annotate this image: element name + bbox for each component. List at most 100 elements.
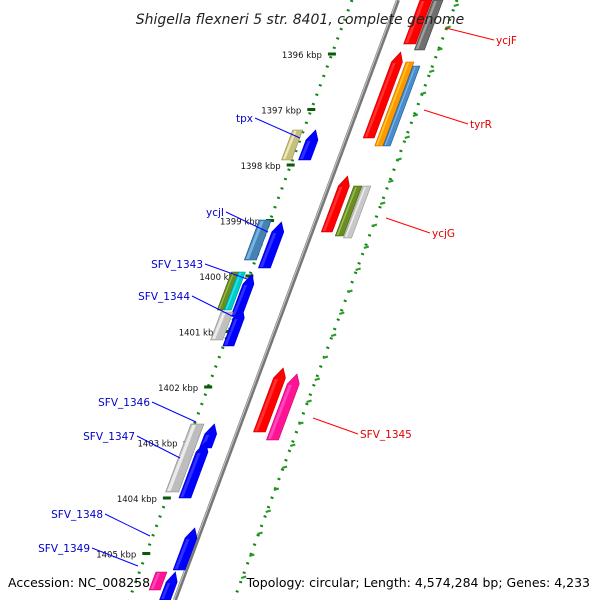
forward-label-leader [423,109,469,125]
gene-tyrR-shine [364,63,396,137]
gene-SFV_1345 [253,367,286,433]
forward-label-leader [312,417,359,435]
gene-SFV_1343-b [223,271,246,311]
gene-SFV_1343-b-shine [225,273,242,309]
gene-SFV_1349-pink-shine [150,573,161,589]
reverse-label-leader [204,263,251,281]
cog-dash [281,465,288,470]
reverse-label-leader [225,211,269,233]
kbp-tick-label: 1399 kbp [220,218,260,228]
cog-dash [330,333,337,338]
reverse-label-leader [104,513,151,537]
kbp-tick-label: 1403 kbp [137,440,177,450]
kbp-tick-label: 1404 kbp [117,495,157,505]
reverse-gene-label: tpx [236,113,253,125]
gene-orange-shine [376,63,409,145]
genome-backbone [173,0,400,600]
gene-SFV_1344-shine [212,313,226,339]
reverse-gene-label: SFV_1343 [151,259,203,271]
kbp-tick-label: 1402 kbp [158,384,198,394]
gene-SFV_1348 [172,527,198,571]
cog-dash [453,3,460,8]
gene-ycjI-shine [245,221,264,259]
cog-track [240,3,460,580]
gene-SFV_1344 [210,311,234,341]
gene-SFV_1344-rev-shine [224,319,238,345]
reverse-label-leader [254,117,301,139]
gene-SFV_1346-rev-shine [200,435,210,447]
cog-dash [257,531,263,536]
gene-orange [374,61,415,147]
outer-forward-dotted-track [232,0,459,600]
gene-SFV_1343-rev [230,273,255,317]
gene-ycjI-rev-shine [259,233,277,267]
gene-SFV_1349-pink [148,571,168,591]
kbp-tick-label: 1400 kbp [199,273,239,283]
gene-labels: ycjF tyrR ycjG SFV_1345 tpx ycjI SFV_1343 SFV_1… [38,27,517,567]
cog-dash [404,135,411,140]
gene-SFV_1346-shine [167,425,196,491]
cog-dash [371,223,378,228]
gene-steel [382,65,421,147]
gene-SFV_1349 [159,571,178,600]
gene-ycjG [320,175,350,233]
forward-gene-label: ycjG [432,228,455,240]
cog-dash [396,157,402,162]
reverse-gene-label: SFV_1344 [138,291,190,303]
reverse-label-leader [191,295,237,319]
kbp-tick-label: 1401 kbp [179,329,219,339]
kbp-tick-label: 1405 kbp [96,551,136,561]
gene-gray-top [413,0,444,51]
forward-gene-label: tyrR [470,119,492,131]
gene-olive [334,185,363,237]
gene-SFV_1345-shine [254,379,279,431]
cog-dash [420,91,427,96]
forward-label-leader [385,217,431,234]
cog-dash [347,289,353,294]
cog-dash [289,443,296,448]
cog-dash [388,179,394,184]
kbp-tick-label: 1397 kbp [261,107,301,117]
reverse-label-leader [136,435,181,459]
map-title: Shigella flexneri 5 str. 8401, complete … [136,12,465,28]
kbp-ruler: 1396 kbp 1397 kbp 1398 kbp 1399 kbp 1400 kbp… [96,51,336,561]
genome-backbone-highlight [173,0,398,600]
cog-dash [355,267,361,272]
gene-SFV_1349-shine [161,583,171,599]
cog-dash [363,245,370,250]
gene-SFV_1343-a-shine [218,273,235,309]
reverse-gene-label: SFV_1348 [51,509,103,521]
gene-ycjI-rev [257,221,285,269]
forward-label-leader [445,27,495,41]
reverse-label-leader [151,401,197,423]
cog-dash [338,311,345,316]
cog-dash [240,575,247,580]
gene-tpx-rev-shine [300,141,311,159]
gene-ycjF-top-shine [405,1,425,43]
cog-dash [273,487,280,492]
accession-text: Accession: NC_008258 [8,575,150,590]
kbp-tick-label: 1396 kbp [282,51,322,61]
gene-ycjF-top [403,0,433,45]
cog-dash [314,377,321,382]
gene-SFV_1347-shine [180,453,201,497]
cog-dash [306,399,312,404]
gene-SFV_1347 [178,441,209,499]
kbp-tick-label: 1398 kbp [241,162,281,172]
topology-text: Topology: circular; Length: 4,574,284 bp… [246,575,590,590]
cog-dash [249,553,255,558]
gene-SFV_1344-rev [222,307,245,347]
gene-tpx-shine [283,131,297,159]
gene-SFV_1348-shine [174,539,190,569]
gene-gray-ycjG-shine [345,187,366,237]
reverse-gene-label: SFV_1347 [83,431,135,443]
gene-gray-top-shine [415,1,437,49]
cog-dash [437,47,443,52]
gene-pink-shine [267,385,292,439]
gene-tpx-rev [298,129,319,161]
gene-gray-ycjG [343,185,372,239]
reverse-label-leader [91,547,139,567]
forward-gene-label: ycjF [496,35,517,47]
